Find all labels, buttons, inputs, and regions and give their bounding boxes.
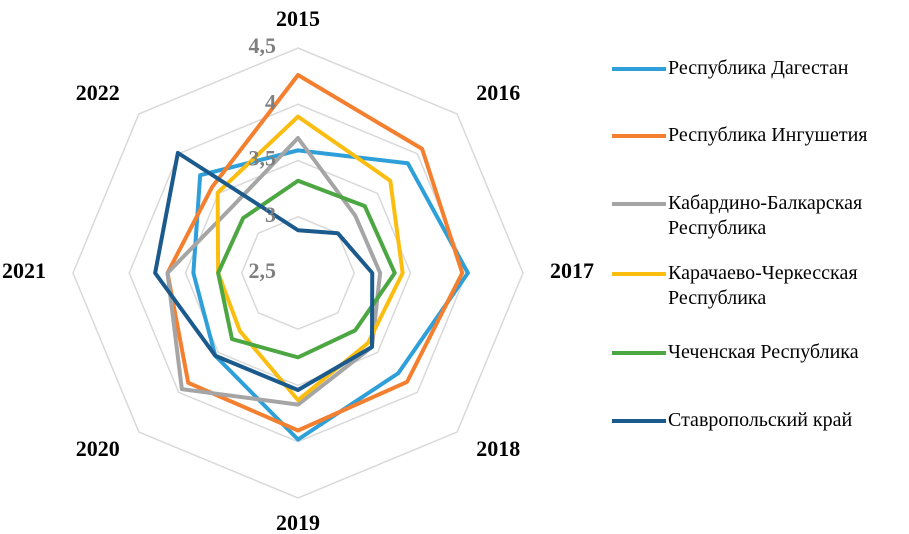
r-tick-label: 4 <box>265 89 276 114</box>
legend-swatch <box>612 351 666 355</box>
series-line <box>153 150 375 392</box>
grid-ring <box>184 159 412 387</box>
series-line <box>216 178 397 360</box>
r-tick-label: 3 <box>265 202 276 227</box>
grid-ring <box>128 103 468 443</box>
legend-swatch <box>612 272 666 276</box>
series-line <box>215 114 405 403</box>
legend-label: Республика Ингушетия <box>668 124 868 146</box>
r-tick-label: 2,5 <box>249 258 277 283</box>
legend-item: Ставропольский край <box>612 408 906 433</box>
category-label: 2022 <box>76 80 120 105</box>
legend-label: Ставропольский край <box>668 409 853 431</box>
grid-ring <box>240 215 356 331</box>
series-line <box>165 136 383 407</box>
legend-swatch <box>612 419 666 423</box>
category-label: 2016 <box>476 80 520 105</box>
legend-item: Республика Дагестан <box>612 56 906 81</box>
series-line <box>165 73 465 433</box>
series-line <box>191 148 470 442</box>
legend-item: Чеченская Республика <box>612 340 906 365</box>
category-label: 2020 <box>76 436 120 461</box>
legend-item: Карачаево-Черкесская Республика <box>612 261 906 311</box>
legend-swatch <box>612 134 666 138</box>
legend-item: Республика Ингушетия <box>612 123 906 148</box>
r-tick-label: 3,5 <box>249 146 277 171</box>
category-label: 2021 <box>2 258 46 283</box>
legend-label: Кабардино-Балкарская Республика <box>668 192 863 239</box>
category-label: 2015 <box>276 6 320 31</box>
legend-label: Карачаево-Черкесская Республика <box>668 262 858 309</box>
r-tick-label: 4,5 <box>249 33 277 58</box>
grid-ring <box>72 47 524 499</box>
category-label: 2017 <box>550 258 594 283</box>
category-label: 2019 <box>276 510 320 534</box>
legend-label: Чеченская Республика <box>668 341 859 363</box>
legend-swatch <box>612 202 666 206</box>
legend-item: Кабардино-Балкарская Республика <box>612 191 906 241</box>
legend-swatch <box>612 67 666 71</box>
category-label: 2018 <box>476 436 520 461</box>
legend-label: Республика Дагестан <box>668 57 849 79</box>
